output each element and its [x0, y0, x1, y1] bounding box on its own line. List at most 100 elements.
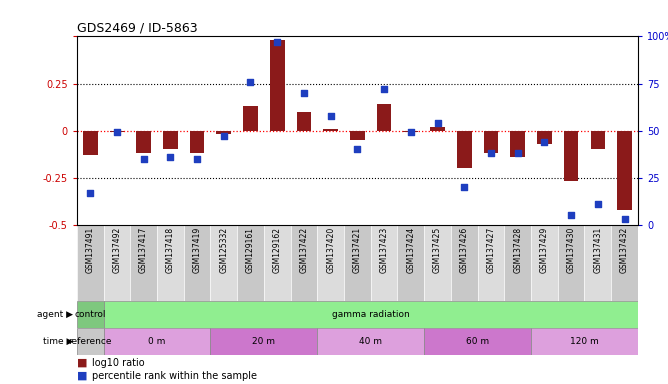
Text: agent ▶: agent ▶ [37, 310, 73, 319]
Text: GSM137422: GSM137422 [299, 227, 309, 273]
Bar [136, 131, 151, 153]
Bar [110, 131, 124, 132]
Point [138, 156, 149, 162]
Bar [531, 225, 558, 301]
Bar [424, 225, 451, 301]
Point [512, 150, 523, 156]
Bar [350, 131, 365, 140]
Text: control: control [74, 310, 106, 319]
Point [85, 190, 96, 196]
Text: 40 m: 40 m [359, 337, 382, 346]
Point [192, 156, 202, 162]
Text: ■: ■ [77, 371, 88, 381]
Point [165, 154, 176, 160]
Bar [77, 301, 104, 328]
Point [593, 201, 603, 207]
Bar [190, 131, 204, 153]
Text: reference: reference [68, 337, 112, 346]
Text: GSM137418: GSM137418 [166, 227, 175, 273]
Bar [510, 131, 525, 157]
Bar [371, 225, 397, 301]
Point [566, 212, 576, 218]
Bar [264, 225, 291, 301]
Text: 20 m: 20 m [253, 337, 275, 346]
Bar [270, 40, 285, 131]
Bar [531, 328, 638, 355]
Text: GSM137424: GSM137424 [406, 227, 415, 273]
Bar [430, 127, 445, 131]
Text: GSM137431: GSM137431 [593, 227, 603, 273]
Point [245, 79, 256, 85]
Text: ■: ■ [77, 358, 88, 368]
Point [459, 184, 470, 190]
Bar [243, 106, 258, 131]
Point [539, 139, 550, 145]
Bar [484, 131, 498, 153]
Text: GSM137420: GSM137420 [326, 227, 335, 273]
Text: GSM137427: GSM137427 [486, 227, 496, 273]
Bar [184, 225, 210, 301]
Text: GSM137428: GSM137428 [513, 227, 522, 273]
Bar [403, 131, 418, 132]
Text: GSM137423: GSM137423 [379, 227, 389, 273]
Text: GDS2469 / ID-5863: GDS2469 / ID-5863 [77, 22, 198, 35]
Bar [617, 131, 632, 210]
Text: GSM137426: GSM137426 [460, 227, 469, 273]
Bar [210, 225, 237, 301]
Bar [157, 225, 184, 301]
Bar [397, 225, 424, 301]
Text: GSM137421: GSM137421 [353, 227, 362, 273]
Bar [504, 225, 531, 301]
Point [432, 120, 443, 126]
Bar [77, 225, 104, 301]
Text: percentile rank within the sample: percentile rank within the sample [92, 371, 257, 381]
Bar [558, 225, 584, 301]
Bar [104, 225, 130, 301]
Text: GSM137491: GSM137491 [86, 227, 95, 273]
Bar [537, 131, 552, 144]
Text: GSM125332: GSM125332 [219, 227, 228, 273]
Text: log10 ratio: log10 ratio [92, 358, 144, 368]
Bar [564, 131, 578, 181]
Point [379, 86, 389, 92]
Text: GSM129162: GSM129162 [273, 227, 282, 273]
Bar [104, 328, 210, 355]
Text: GSM137429: GSM137429 [540, 227, 549, 273]
Text: time ▶: time ▶ [43, 337, 73, 346]
Bar [216, 131, 231, 134]
Bar [83, 131, 98, 155]
Text: 120 m: 120 m [570, 337, 599, 346]
Text: 60 m: 60 m [466, 337, 489, 346]
Bar [317, 328, 424, 355]
Text: GSM137492: GSM137492 [112, 227, 122, 273]
Bar [611, 225, 638, 301]
Bar [297, 112, 311, 131]
Text: GSM137425: GSM137425 [433, 227, 442, 273]
Bar [291, 225, 317, 301]
Text: GSM129161: GSM129161 [246, 227, 255, 273]
Bar [457, 131, 472, 168]
Point [272, 39, 283, 45]
Bar [237, 225, 264, 301]
Bar [424, 328, 531, 355]
Point [619, 216, 630, 222]
Bar [478, 225, 504, 301]
Point [352, 146, 363, 152]
Point [486, 150, 496, 156]
Text: GSM137432: GSM137432 [620, 227, 629, 273]
Bar [584, 225, 611, 301]
Point [218, 133, 229, 139]
Text: 0 m: 0 m [148, 337, 166, 346]
Text: GSM137430: GSM137430 [566, 227, 576, 273]
Bar [323, 129, 338, 131]
Bar [210, 328, 317, 355]
Bar [163, 131, 178, 149]
Point [405, 129, 416, 136]
Bar [77, 328, 104, 355]
Text: GSM137417: GSM137417 [139, 227, 148, 273]
Bar [344, 225, 371, 301]
Bar [130, 225, 157, 301]
Point [299, 90, 309, 96]
Bar [317, 225, 344, 301]
Bar [377, 104, 391, 131]
